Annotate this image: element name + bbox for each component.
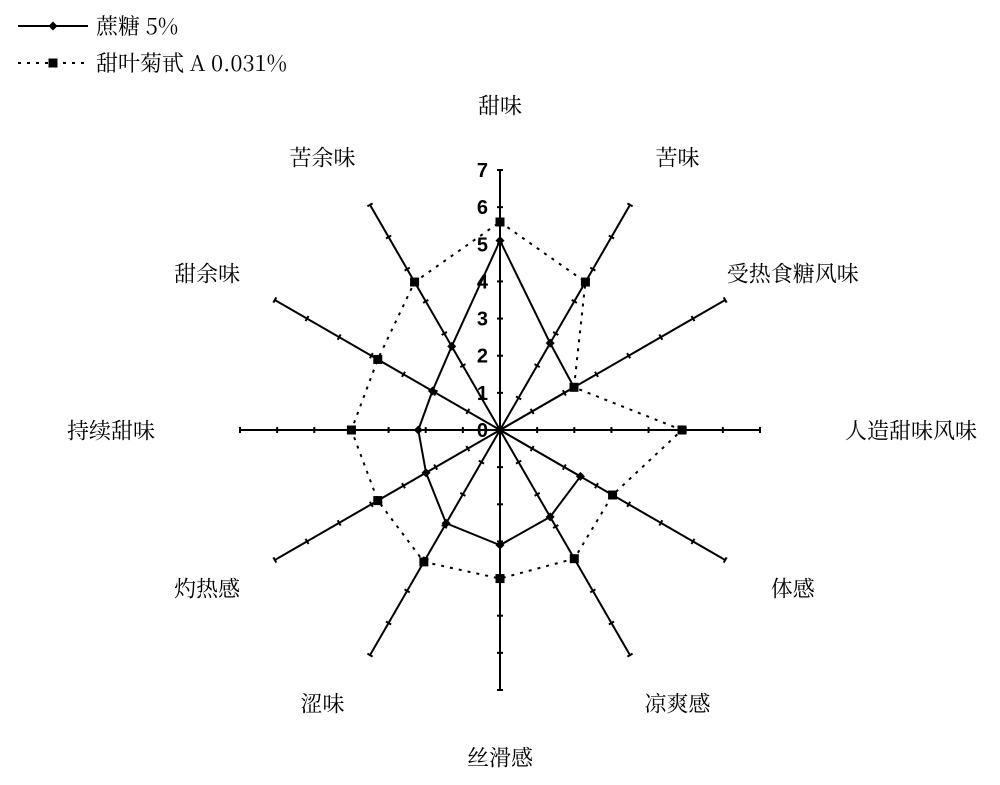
axis-tick-number: 5 <box>477 234 488 256</box>
axis-label: 灼热感 <box>174 572 240 603</box>
legend-swatch <box>18 51 88 75</box>
axis-tick-number: 6 <box>477 197 488 219</box>
axis-label: 受热食糖风味 <box>727 257 859 288</box>
axis-label: 苦味 <box>655 142 699 173</box>
legend-label: 甜叶菊甙 A 0.031% <box>96 47 287 78</box>
legend-item: 蔗糖 5% <box>18 10 287 41</box>
axis-tick-number: 2 <box>477 346 488 368</box>
legend: 蔗糖 5% 甜叶菊甙 A 0.031% <box>18 10 287 84</box>
axis-tick-number: 0 <box>477 420 488 442</box>
axis-label: 丝滑感 <box>467 742 533 773</box>
legend-swatch <box>18 14 88 38</box>
axis-label: 人造甜味风味 <box>845 415 977 446</box>
axis-tick-number: 4 <box>477 271 489 293</box>
radar-chart-stage: 0 1 2 3 4 5 6 7 蔗糖 5% 甜叶菊甙 A 0.031% 甜味苦味受热食糖风味人造… <box>0 0 1000 785</box>
axis-tick-number: 1 <box>477 383 488 405</box>
axis-label: 苦余味 <box>289 142 355 173</box>
axis-label: 甜味 <box>478 90 522 121</box>
axis-label: 涩味 <box>300 687 344 718</box>
axis-label: 体感 <box>771 572 815 603</box>
legend-label: 蔗糖 5% <box>96 10 178 41</box>
axis-tick-number: 3 <box>477 309 488 331</box>
legend-item: 甜叶菊甙 A 0.031% <box>18 47 287 78</box>
axis-label: 持续甜味 <box>67 415 155 446</box>
axis-label: 甜余味 <box>174 257 240 288</box>
axis-label: 凉爽感 <box>644 687 710 718</box>
axis-tick-number: 7 <box>477 160 488 182</box>
